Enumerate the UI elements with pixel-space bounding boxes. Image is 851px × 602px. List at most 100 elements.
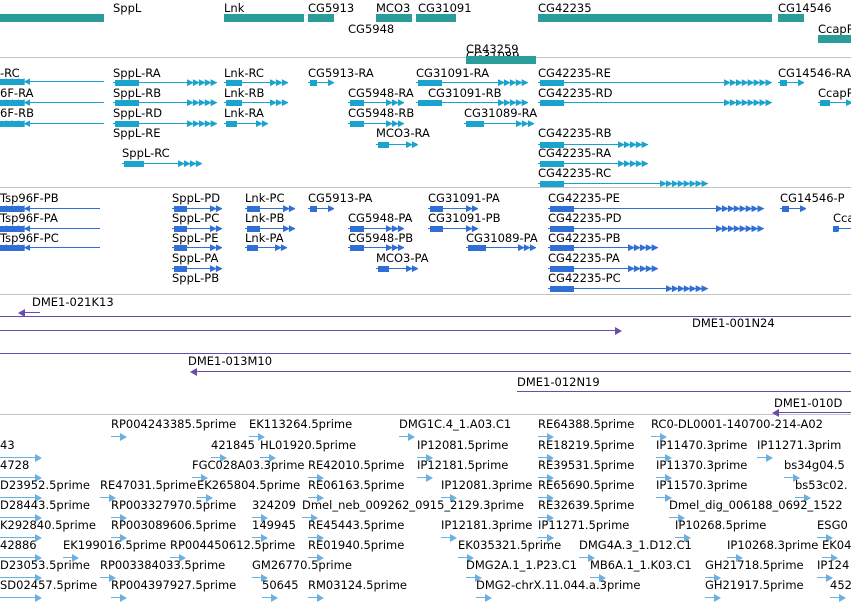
clones-line[interactable] [20, 312, 40, 313]
transcripts-line[interactable] [0, 102, 104, 103]
ests-line[interactable] [308, 537, 322, 538]
genes-bar[interactable] [308, 14, 334, 22]
transcripts-line[interactable] [224, 123, 268, 124]
ests-line[interactable] [757, 457, 771, 458]
transcripts-line[interactable] [0, 123, 104, 124]
proteins-line[interactable] [376, 268, 418, 269]
transcripts-line[interactable] [348, 102, 404, 103]
transcripts-line[interactable] [538, 82, 772, 83]
ests-line[interactable] [784, 477, 798, 478]
transcripts-line[interactable] [113, 123, 217, 124]
proteins-line[interactable] [466, 247, 536, 248]
ests-line[interactable] [817, 577, 831, 578]
ests-line[interactable] [111, 537, 125, 538]
transcripts-line[interactable] [113, 102, 217, 103]
transcripts-line[interactable] [0, 81, 104, 82]
transcripts-line[interactable] [416, 82, 528, 83]
genes-bar[interactable] [224, 14, 304, 22]
ests-line[interactable] [538, 477, 552, 478]
ests-line[interactable] [252, 517, 266, 518]
transcripts-line[interactable] [778, 82, 804, 83]
proteins-line[interactable] [0, 247, 100, 248]
ests-line[interactable] [538, 436, 552, 437]
proteins-line[interactable] [780, 208, 806, 209]
transcripts-line[interactable] [348, 123, 404, 124]
ests-line[interactable] [308, 557, 322, 558]
ests-line[interactable] [308, 477, 322, 478]
clones-line[interactable] [192, 371, 851, 372]
ests-line[interactable] [656, 497, 670, 498]
transcripts-line[interactable] [308, 82, 334, 83]
ests-line[interactable] [111, 597, 125, 598]
ests-line[interactable] [0, 517, 40, 518]
ests-line[interactable] [100, 577, 114, 578]
ests-line[interactable] [538, 457, 552, 458]
ests-line[interactable] [0, 457, 40, 458]
ests-line[interactable] [656, 477, 670, 478]
proteins-line[interactable] [172, 228, 222, 229]
transcripts-line[interactable] [416, 102, 528, 103]
transcripts-line[interactable] [224, 102, 288, 103]
proteins-line[interactable] [245, 228, 295, 229]
ests-line[interactable] [111, 517, 125, 518]
ests-line[interactable] [0, 557, 40, 558]
ests-line[interactable] [441, 497, 455, 498]
transcripts-line[interactable] [538, 163, 648, 164]
ests-line[interactable] [308, 597, 322, 598]
proteins-line[interactable] [172, 268, 222, 269]
proteins-line[interactable] [833, 228, 851, 229]
proteins-line[interactable] [0, 208, 100, 209]
ests-line[interactable] [399, 436, 413, 437]
ests-line[interactable] [441, 537, 455, 538]
ests-line[interactable] [308, 497, 322, 498]
ests-line[interactable] [656, 457, 670, 458]
clones-line[interactable] [0, 330, 620, 331]
genes-bar[interactable] [416, 14, 456, 22]
genes-bar[interactable] [376, 14, 412, 22]
ests-line[interactable] [211, 457, 225, 458]
ests-line[interactable] [727, 557, 741, 558]
ests-line[interactable] [476, 597, 490, 598]
proteins-line[interactable] [548, 247, 658, 248]
proteins-line[interactable] [0, 228, 100, 229]
proteins-line[interactable] [348, 247, 404, 248]
ests-line[interactable] [192, 477, 206, 478]
transcripts-line[interactable] [224, 82, 288, 83]
clones-line[interactable] [774, 412, 851, 413]
proteins-line[interactable] [548, 288, 708, 289]
proteins-line[interactable] [548, 228, 764, 229]
genes-bar[interactable] [538, 14, 772, 22]
genes-bar[interactable] [0, 14, 104, 22]
ests-line[interactable] [466, 577, 480, 578]
ests-line[interactable] [100, 497, 114, 498]
genes-bar[interactable] [778, 14, 804, 22]
ests-line[interactable] [705, 597, 719, 598]
ests-line[interactable] [830, 597, 844, 598]
proteins-line[interactable] [245, 208, 295, 209]
transcripts-line[interactable] [122, 163, 202, 164]
ests-line[interactable] [538, 517, 552, 518]
ests-line[interactable] [458, 557, 472, 558]
ests-line[interactable] [705, 577, 719, 578]
ests-line[interactable] [111, 436, 125, 437]
proteins-line[interactable] [308, 208, 334, 209]
ests-line[interactable] [669, 517, 683, 518]
proteins-line[interactable] [172, 208, 222, 209]
ests-line[interactable] [0, 477, 40, 478]
proteins-line[interactable] [548, 208, 764, 209]
ests-line[interactable] [0, 577, 40, 578]
transcripts-line[interactable] [538, 102, 772, 103]
proteins-line[interactable] [428, 208, 478, 209]
transcripts-line[interactable] [376, 144, 418, 145]
ests-line[interactable] [302, 517, 316, 518]
genes-bar[interactable] [818, 35, 851, 43]
ests-line[interactable] [0, 497, 40, 498]
ests-line[interactable] [795, 497, 809, 498]
transcripts-line[interactable] [464, 123, 534, 124]
ests-line[interactable] [579, 557, 593, 558]
proteins-line[interactable] [172, 247, 222, 248]
transcripts-line[interactable] [538, 144, 648, 145]
ests-line[interactable] [817, 537, 831, 538]
ests-line[interactable] [538, 497, 552, 498]
